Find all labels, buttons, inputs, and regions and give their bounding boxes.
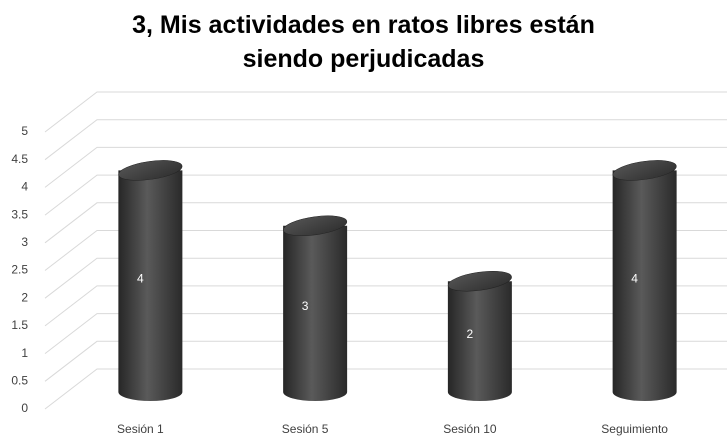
bar-cap [447,270,512,292]
x-tick-label: Sesión 1 [117,422,164,436]
bar-body [612,170,677,401]
bar [283,215,348,401]
grid-line [44,174,727,216]
bar [447,270,512,401]
value-label: 2 [467,327,474,341]
bar-body [118,170,183,401]
bar-body [283,225,348,401]
value-label: 4 [631,271,638,285]
grid-line [44,368,727,410]
grid-line [44,313,727,354]
grid-line [44,285,727,327]
bar [612,160,677,401]
grid-line [44,202,727,244]
y-tick-label: 2 [21,290,28,304]
y-tick-label: 4.5 [11,152,28,166]
y-tick-label: 1 [21,346,28,360]
grid-line [44,119,727,161]
value-label: 3 [302,299,309,313]
grid-line [44,146,727,188]
bar-cap [118,160,183,181]
y-tick-label: 3 [21,235,28,249]
x-tick-label: Sesión 10 [443,422,497,436]
grid-line [44,230,727,271]
y-tick-label: 5 [21,124,28,138]
grid-line [44,340,727,382]
y-tick-label: 3.5 [11,207,28,221]
y-tick-label: 0.5 [11,373,28,387]
x-tick-label: Sesión 5 [282,422,329,436]
bar-cap [612,160,677,181]
grid-line [44,91,727,133]
y-tick-label: 2.5 [11,263,28,277]
bar [118,160,183,401]
grid-line [44,257,727,299]
bar-cap [283,215,348,237]
bar-body [447,281,512,401]
chart-title: 3, Mis actividades en ratos libres están… [132,11,595,73]
y-tick-label: 1.5 [11,318,28,332]
y-tick-label: 0 [21,401,28,415]
x-tick-label: Seguimiento [601,422,668,436]
value-label: 4 [137,271,144,285]
y-tick-label: 4 [21,180,28,194]
